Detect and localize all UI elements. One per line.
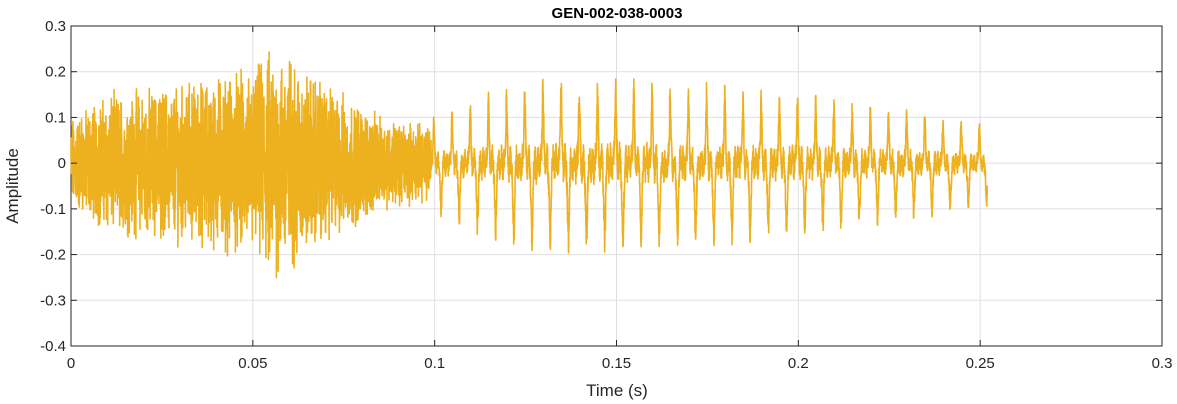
waveform <box>70 51 989 279</box>
x-tick-label: 0.1 <box>424 355 445 372</box>
y-tick-label: 0 <box>58 155 66 172</box>
x-axis-label: Time (s) <box>586 381 648 400</box>
x-tick-label: 0.2 <box>788 355 809 372</box>
y-tick-label: 0.2 <box>45 64 66 81</box>
x-tick-label: 0.05 <box>238 355 267 372</box>
y-tick-label: 0.3 <box>45 18 66 35</box>
y-tick-label: 0.1 <box>45 109 66 126</box>
y-tick-label: -0.3 <box>40 292 66 309</box>
x-tick-label: 0.25 <box>966 355 995 372</box>
x-tick-label: 0.3 <box>1152 355 1173 372</box>
y-tick-label: -0.4 <box>40 338 66 355</box>
y-tick-label: -0.1 <box>40 201 66 218</box>
y-axis-ticks: -0.4 -0.3 -0.2 -0.1 0 0.1 0.2 0.3 <box>40 18 1162 355</box>
x-tick-label: 0.15 <box>602 355 631 372</box>
y-axis-label: Amplitude <box>3 148 22 224</box>
x-axis-ticks: 0 0.05 0.1 0.15 0.2 0.25 0.3 <box>67 26 1173 372</box>
y-tick-label: -0.2 <box>40 247 66 264</box>
chart-title: GEN-002-038-0003 <box>552 5 683 22</box>
x-tick-label: 0 <box>67 355 75 372</box>
waveform-series-line <box>70 51 989 279</box>
